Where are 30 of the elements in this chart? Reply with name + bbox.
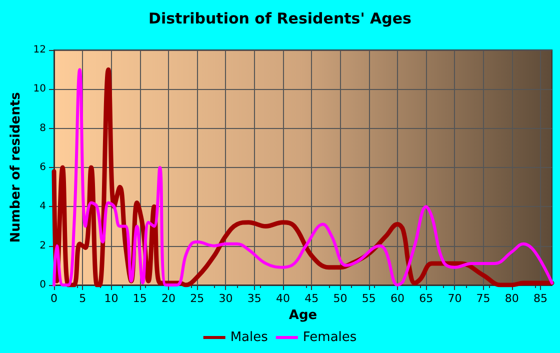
x-tick-label: 50 xyxy=(333,292,348,305)
y-tick-label: 10 xyxy=(33,84,46,95)
x-tick-label: 0 xyxy=(50,292,58,305)
y-tick-label: 12 xyxy=(33,44,46,56)
x-tick-label: 80 xyxy=(504,292,519,305)
x-tick-label: 65 xyxy=(419,292,434,305)
x-tick-label: 75 xyxy=(476,292,490,305)
x-tick-label: 25 xyxy=(190,292,204,305)
legend-label: Males xyxy=(230,330,268,345)
legend-label: Females xyxy=(302,330,357,345)
x-axis-title: Age xyxy=(288,308,318,323)
y-tick-label: 8 xyxy=(40,122,46,134)
x-tick-label: 45 xyxy=(304,292,319,305)
x-tick-label: 70 xyxy=(448,292,462,305)
x-tick-label: 20 xyxy=(161,292,176,305)
x-tick-label: 60 xyxy=(390,292,404,305)
x-tick-label: 35 xyxy=(247,292,262,305)
x-tick-label: 10 xyxy=(104,292,118,305)
y-tick-label: 2 xyxy=(40,240,46,252)
x-tick-label: 5 xyxy=(79,292,86,305)
y-axis-title: Number of residents xyxy=(8,92,24,243)
x-tick-label: 15 xyxy=(132,292,147,305)
x-tick-label: 40 xyxy=(276,292,290,305)
x-tick-label: 30 xyxy=(218,292,233,305)
x-tick-label: 55 xyxy=(362,292,376,305)
x-tick-label: 85 xyxy=(534,292,548,305)
chart-title: Distribution of Residents' Ages xyxy=(148,10,412,28)
y-tick-label: 4 xyxy=(40,201,46,212)
y-tick-label: 6 xyxy=(40,162,46,173)
y-tick-label: 0 xyxy=(40,280,46,290)
